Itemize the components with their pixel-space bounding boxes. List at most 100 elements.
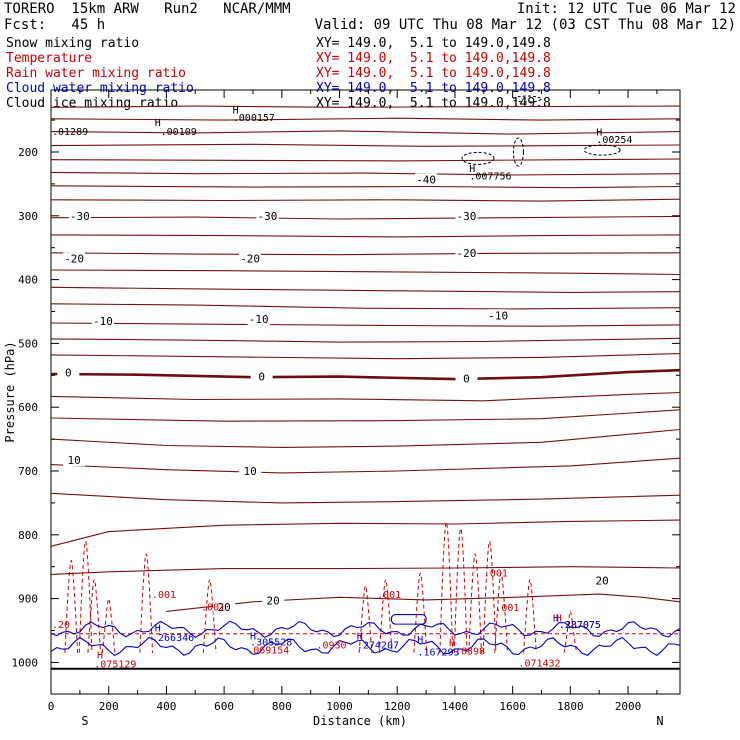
temperature-label-bg — [57, 366, 80, 379]
temperature-contour — [50, 492, 681, 504]
cloud-ice-max-label: .00109 — [161, 127, 197, 138]
temperature-label: -30 — [457, 210, 477, 223]
temperature-contour — [50, 353, 681, 360]
plot-frame — [50, 89, 681, 695]
init-time: Init: 12 UTC Tue 06 Mar 12 — [516, 1, 736, 17]
x-tick-label: 1000 — [326, 700, 353, 713]
rain-water-label: .071432 — [518, 658, 560, 669]
temperature-label-bg — [487, 309, 510, 322]
y-tick-label: 900 — [18, 593, 38, 606]
y-axis-label: Pressure (hPa) — [3, 341, 17, 442]
legend-rain-xy: XY= 149.0, 5.1 to 149.0,149.8 — [316, 66, 551, 81]
forecast-hour: Fcst: 45 h — [4, 17, 106, 33]
rain-water-contour — [64, 559, 79, 653]
temperature-contour — [50, 143, 681, 147]
temperature-label: 10 — [243, 465, 256, 478]
temperature-label-bg — [63, 454, 86, 467]
cloud-ice-max-label: .007756 — [469, 172, 511, 183]
cloud-water-label: .287075 — [559, 620, 601, 631]
maximum-marker: H — [155, 623, 161, 634]
rain-water-contour — [563, 610, 578, 653]
rain-water-label: .001 — [201, 602, 225, 613]
temperature-contour — [50, 117, 681, 121]
temperature-label-bg — [250, 370, 273, 383]
x-tick-label: 1800 — [557, 700, 584, 713]
y-tick-label: 600 — [18, 401, 38, 414]
rain-water-contour — [78, 540, 93, 653]
cloud-ice-contour — [512, 95, 542, 103]
model-title: TORERO 15km ARW Run2 NCAR/MMM — [4, 1, 291, 17]
temperature-label: 20 — [267, 595, 280, 608]
rain-water-contour — [494, 572, 508, 653]
maximum-marker: H — [357, 632, 363, 643]
temperature-contour — [50, 368, 681, 381]
valid-time: Valid: 09 UTC Thu 08 Mar 12 (03 CST Thu … — [314, 17, 736, 33]
x-tick-label: 200 — [99, 700, 119, 713]
temperature-label: 0 — [463, 372, 470, 385]
temperature-contour — [50, 286, 681, 293]
rain-water-label: .075129 — [94, 660, 136, 671]
cloud-water-label: .274207 — [357, 641, 399, 652]
temperature-label-bg — [91, 315, 114, 328]
temperature-contour — [50, 303, 681, 310]
temperature-label: -10 — [488, 309, 508, 322]
cloud-ice-contour — [512, 137, 524, 167]
rain-water-contour — [101, 598, 116, 653]
legend-temperature-label: Temperature — [6, 51, 93, 66]
legend-cloud-water-label: Cloud water mixing ratio — [6, 81, 194, 96]
y-tick-label: 200 — [18, 146, 38, 159]
temperature-contour — [50, 566, 681, 575]
x-tick-label: 0 — [48, 700, 55, 713]
temperature-contour — [50, 234, 681, 238]
rain-water-contour — [453, 527, 468, 653]
rain-water-label: .001 — [484, 568, 508, 579]
temperature-label: -20 — [457, 247, 477, 260]
maximum-marker: H — [556, 614, 562, 625]
maximum-marker: H — [553, 614, 559, 625]
rain-water-contour — [378, 578, 393, 653]
temperature-label: -20 — [240, 253, 260, 266]
cloud-ice-contour — [583, 144, 621, 156]
x-tick-label: 1200 — [384, 700, 411, 713]
rain-water-label: .20 — [52, 620, 70, 631]
maximum-marker: H — [97, 651, 103, 662]
temperature-label: -20 — [64, 253, 84, 266]
temperature-label-bg — [455, 209, 478, 222]
rain-water-contour — [468, 553, 482, 653]
legend-temperature-xy: XY= 149.0, 5.1 to 149.0,149.8 — [316, 51, 551, 66]
temperature-label-bg — [239, 252, 262, 265]
temperature-label-bg — [455, 372, 478, 385]
temperature-contour — [50, 428, 681, 448]
rain-water-contour — [413, 572, 428, 653]
maximum-marker: H — [596, 128, 602, 139]
temperature-label-bg — [63, 252, 86, 265]
temperature-label-bg — [213, 600, 236, 613]
y-tick-label: 500 — [18, 337, 38, 350]
rain-water-contour — [202, 578, 217, 653]
temperature-contour — [50, 158, 681, 162]
temperature-contour — [50, 198, 681, 202]
cloud-water-label: .305528 — [250, 637, 292, 648]
temperature-contour — [50, 252, 681, 256]
cloud-water-contour — [390, 613, 427, 625]
maximum-marker: H — [469, 164, 475, 175]
cloud-ice-max-label: .000157 — [233, 113, 275, 124]
y-tick-label: 700 — [18, 465, 38, 478]
cloud-water-label: .266346 — [152, 633, 194, 644]
temperature-contour — [166, 593, 681, 612]
x-tick-label: 1400 — [442, 700, 469, 713]
rain-water-label: .069154 — [247, 646, 289, 657]
maximum-marker: H — [250, 632, 256, 643]
maximum-marker: H — [155, 118, 161, 129]
legend-cloud-water-xy: XY= 149.0, 5.1 to 149.0,149.8 — [316, 81, 551, 96]
x-tick-label: 800 — [272, 700, 292, 713]
temperature-contour — [50, 215, 681, 220]
maximum-marker: H — [449, 638, 455, 649]
rain-water-label: .001 — [377, 590, 401, 601]
legend-snow-label: Snow mixing ratio — [6, 36, 140, 51]
legend-snow-xy: XY= 149.0, 5.1 to 149.0,149.8 — [316, 36, 551, 51]
south-end-label: S — [81, 714, 88, 728]
temperature-label-bg — [239, 465, 262, 477]
temperature-label: -40 — [416, 173, 436, 186]
